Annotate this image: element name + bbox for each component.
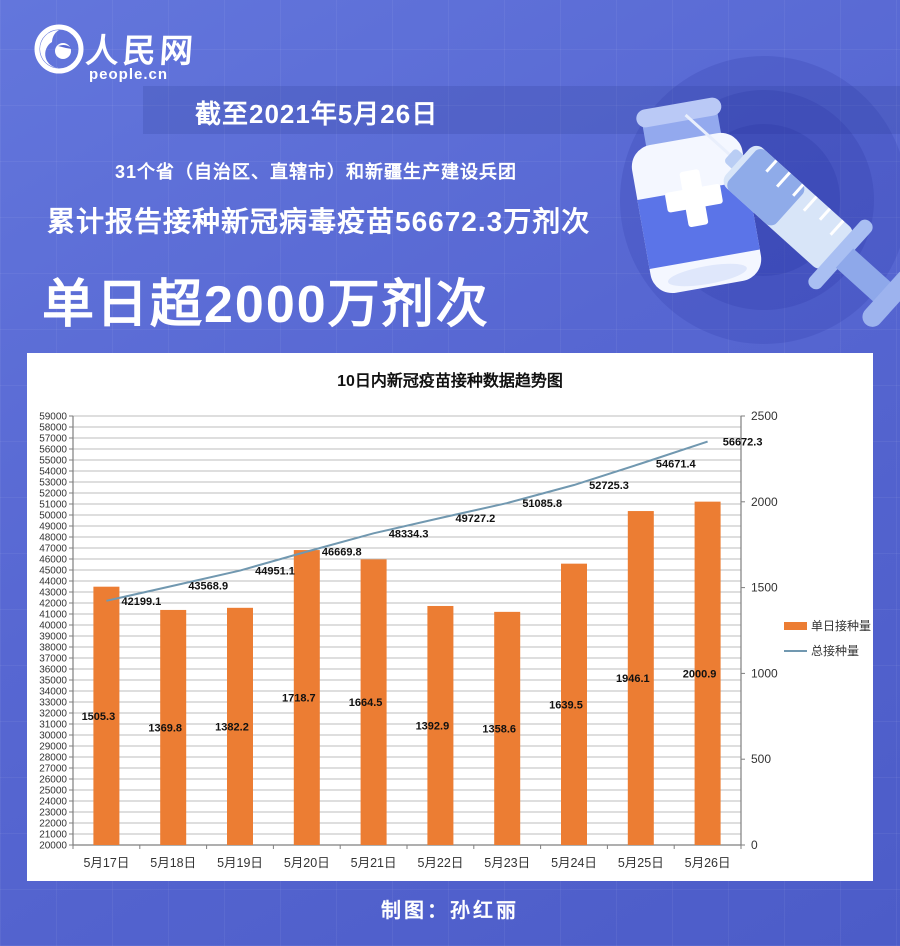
svg-text:44000: 44000 <box>39 577 67 588</box>
svg-text:36000: 36000 <box>39 665 67 676</box>
logo-domain-text: people.cn <box>89 66 169 83</box>
svg-text:55000: 55000 <box>39 456 67 467</box>
legend-daily-label: 单日接种量 <box>811 619 872 633</box>
svg-text:5月24日: 5月24日 <box>551 856 597 870</box>
svg-text:42000: 42000 <box>39 599 67 610</box>
svg-text:26000: 26000 <box>39 775 67 786</box>
syringe-icon <box>684 113 900 327</box>
svg-text:5月19日: 5月19日 <box>217 856 263 870</box>
svg-text:32000: 32000 <box>39 709 67 720</box>
legend-item-daily: 单日接种量 <box>784 613 871 638</box>
svg-text:49727.2: 49727.2 <box>456 513 496 525</box>
svg-text:38000: 38000 <box>39 643 67 654</box>
svg-text:34000: 34000 <box>39 687 67 698</box>
svg-text:33000: 33000 <box>39 698 67 709</box>
svg-text:1718.7: 1718.7 <box>282 693 316 705</box>
svg-text:29000: 29000 <box>39 742 67 753</box>
svg-text:44951.1: 44951.1 <box>255 566 295 578</box>
banner-date: 截至2021年5月26日 <box>195 99 439 129</box>
svg-text:28000: 28000 <box>39 753 67 764</box>
svg-text:52000: 52000 <box>39 489 67 500</box>
svg-text:58000: 58000 <box>39 423 67 434</box>
svg-text:1382.2: 1382.2 <box>215 721 249 733</box>
svg-text:56672.3: 56672.3 <box>723 437 763 449</box>
logo-brand-text: 人民网 <box>84 31 199 70</box>
people-cn-logo: 人民网 people.cn <box>34 22 254 86</box>
svg-text:39000: 39000 <box>39 632 67 643</box>
svg-text:45000: 45000 <box>39 566 67 577</box>
vaccination-trend-chart: 2000021000220002300024000250002600027000… <box>39 409 778 870</box>
svg-text:27000: 27000 <box>39 764 67 775</box>
svg-text:2500: 2500 <box>751 409 778 423</box>
svg-text:47000: 47000 <box>39 544 67 555</box>
svg-text:42199.1: 42199.1 <box>122 596 162 608</box>
svg-text:1369.8: 1369.8 <box>148 722 182 734</box>
svg-text:52725.3: 52725.3 <box>589 480 629 492</box>
svg-text:1358.6: 1358.6 <box>482 723 516 735</box>
svg-text:49000: 49000 <box>39 522 67 533</box>
svg-text:5月21日: 5月21日 <box>351 856 397 870</box>
svg-text:1500: 1500 <box>751 581 778 595</box>
svg-text:40000: 40000 <box>39 621 67 632</box>
svg-text:5月20日: 5月20日 <box>284 856 330 870</box>
svg-text:5月23日: 5月23日 <box>484 856 530 870</box>
svg-text:50000: 50000 <box>39 511 67 522</box>
svg-text:41000: 41000 <box>39 610 67 621</box>
svg-text:500: 500 <box>751 752 771 766</box>
svg-text:59000: 59000 <box>39 412 67 423</box>
svg-text:5月25日: 5月25日 <box>618 856 664 870</box>
svg-text:46669.8: 46669.8 <box>322 547 362 559</box>
chart-panel: 10日内新冠疫苗接种数据趋势图 20000 21000 22000 23000 2400… <box>27 353 873 881</box>
banner-scope: 31个省（自治区、直辖市）和新疆生产建设兵团 <box>115 162 518 182</box>
svg-text:35000: 35000 <box>39 676 67 687</box>
svg-text:48334.3: 48334.3 <box>389 528 429 540</box>
svg-text:48000: 48000 <box>39 533 67 544</box>
svg-text:1946.1: 1946.1 <box>616 673 650 685</box>
banner-headline: 单日超2000万剂次 <box>42 276 490 334</box>
svg-text:5月22日: 5月22日 <box>417 856 463 870</box>
svg-text:56000: 56000 <box>39 445 67 456</box>
svg-text:53000: 53000 <box>39 478 67 489</box>
svg-text:1664.5: 1664.5 <box>349 697 383 709</box>
svg-text:43000: 43000 <box>39 588 67 599</box>
svg-text:1000: 1000 <box>751 666 778 680</box>
svg-text:1392.9: 1392.9 <box>416 720 450 732</box>
svg-text:1639.5: 1639.5 <box>549 699 583 711</box>
legend-total-label: 总接种量 <box>811 644 860 658</box>
date-highlight-band <box>143 86 900 134</box>
svg-text:21000: 21000 <box>39 830 67 841</box>
svg-text:2000: 2000 <box>751 495 778 509</box>
svg-text:30000: 30000 <box>39 731 67 742</box>
svg-text:5月26日: 5月26日 <box>685 856 731 870</box>
svg-text:5月18日: 5月18日 <box>150 856 196 870</box>
legend-item-total: 总接种量 <box>784 638 871 663</box>
chart-legend: 单日接种量 总接种量 <box>784 613 871 663</box>
svg-text:2000.9: 2000.9 <box>683 668 717 680</box>
svg-text:43568.9: 43568.9 <box>188 581 228 593</box>
svg-text:51085.8: 51085.8 <box>522 498 562 510</box>
legend-bar-swatch <box>784 621 807 630</box>
svg-text:23000: 23000 <box>39 808 67 819</box>
svg-text:51000: 51000 <box>39 500 67 511</box>
svg-text:0: 0 <box>751 838 758 852</box>
svg-text:25000: 25000 <box>39 786 67 797</box>
svg-text:24000: 24000 <box>39 797 67 808</box>
svg-text:54671.4: 54671.4 <box>656 459 697 471</box>
banner-cumulative: 累计报告接种新冠病毒疫苗56672.3万剂次 <box>47 206 591 237</box>
svg-text:5月17日: 5月17日 <box>83 856 129 870</box>
svg-text:37000: 37000 <box>39 654 67 665</box>
svg-text:54000: 54000 <box>39 467 67 478</box>
svg-text:1505.3: 1505.3 <box>82 711 116 723</box>
svg-text:46000: 46000 <box>39 555 67 566</box>
svg-text:31000: 31000 <box>39 720 67 731</box>
legend-line-swatch <box>784 649 807 652</box>
svg-text:20000: 20000 <box>39 841 67 852</box>
vaccine-illustration <box>588 50 900 350</box>
svg-text:57000: 57000 <box>39 434 67 445</box>
credit-text: 制图：孙红丽 <box>381 900 519 922</box>
chart-title: 10日内新冠疫苗接种数据趋势图 <box>337 373 563 390</box>
svg-text:22000: 22000 <box>39 819 67 830</box>
